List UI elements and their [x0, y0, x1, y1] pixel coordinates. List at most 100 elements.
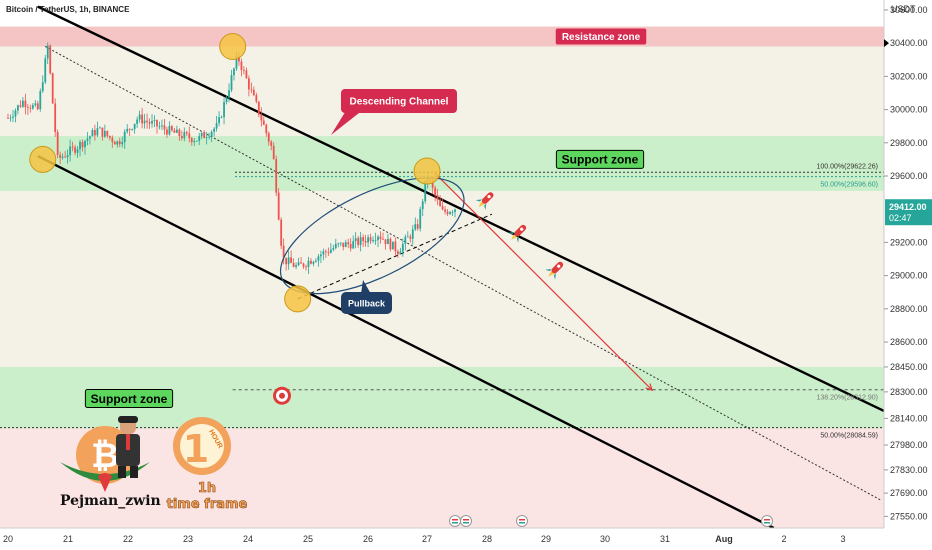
candle-body [220, 117, 223, 118]
candle-body [312, 261, 315, 264]
x-tick-label: 31 [660, 534, 670, 544]
candle-body [252, 89, 255, 96]
candle-body [300, 262, 302, 264]
x-tick-label: 30 [600, 534, 610, 544]
candle-body [51, 73, 54, 104]
candle-body [332, 248, 335, 250]
candle-body [64, 156, 67, 158]
resistance-zone-label: Resistance zone [562, 32, 641, 43]
avatar-tie [126, 434, 130, 450]
touch-marker-3 [413, 157, 441, 185]
event-icon-0[interactable] [449, 515, 461, 527]
candle-body [168, 126, 171, 135]
candle-body [158, 126, 161, 128]
candle-body [44, 58, 47, 83]
x-tick-label: 25 [303, 534, 313, 544]
candle-body [36, 103, 39, 110]
candle-body [41, 82, 44, 92]
pullback-pointer [361, 280, 371, 294]
candle-body [79, 142, 81, 150]
event-icon-2[interactable] [516, 515, 528, 527]
candle-body [131, 129, 134, 130]
candle-body [59, 154, 62, 158]
candle-body [210, 131, 213, 137]
x-tick-label: 26 [363, 534, 373, 544]
candle-body [188, 133, 191, 139]
candle-body [113, 141, 116, 145]
support-zone-lower-label-box [84, 388, 174, 408]
candle-body [143, 120, 146, 124]
rocket-body [481, 192, 494, 204]
candle-body [347, 242, 350, 245]
candle-body [180, 136, 183, 139]
descending-channel-pointer [331, 109, 359, 135]
channel-lower-line [37, 155, 775, 530]
candle-body [310, 260, 312, 264]
candle-body [205, 137, 208, 139]
candle-body [101, 127, 104, 137]
last-price-label: 29412.00 [889, 202, 927, 212]
x-tick-label: 21 [63, 534, 73, 544]
candle-body [22, 100, 24, 107]
candle-body [34, 103, 37, 106]
candle-body [98, 127, 101, 129]
candle-body [108, 135, 111, 138]
candle-body [136, 119, 139, 124]
candle-body [89, 136, 91, 139]
y-tick-label: 29800.00 [890, 138, 928, 148]
candle-body [178, 129, 181, 137]
candle-body [454, 209, 456, 213]
candle-body [439, 199, 441, 207]
candle-body [307, 260, 310, 267]
candle-body [54, 103, 57, 133]
candle-body [198, 136, 201, 141]
x-tick-label: 3 [840, 534, 845, 544]
currency-label: USDT [891, 4, 916, 14]
candle-body [404, 236, 407, 244]
candle-body [292, 262, 295, 267]
descending-channel-label: Descending Channel [350, 97, 449, 108]
candle-body [436, 195, 439, 200]
candle-body [86, 138, 89, 141]
candle-body [138, 114, 141, 120]
y-tick-label: 28450.00 [890, 362, 928, 372]
candle-body [153, 119, 156, 121]
event-icon-stripe [463, 519, 469, 521]
event-icon-3[interactable] [761, 515, 773, 527]
candle-body [235, 56, 238, 69]
candle-body [49, 45, 52, 74]
candle-body [272, 145, 275, 160]
candle-body [233, 68, 235, 76]
x-tick-label: 23 [183, 534, 193, 544]
candle-body [262, 120, 265, 125]
candle-body [218, 117, 220, 124]
candle-body [419, 209, 422, 229]
candle-body [118, 141, 121, 145]
candle-body [411, 229, 414, 239]
candle-body [141, 114, 143, 124]
candle-body [349, 244, 352, 249]
candle-body [285, 257, 288, 265]
candle-body [446, 211, 449, 215]
y-tick-label: 30200.00 [890, 71, 928, 81]
candle-body [103, 130, 106, 137]
candle-body [362, 237, 365, 242]
candle-body [7, 117, 9, 119]
candle-body [193, 141, 196, 143]
y-axis-background [884, 0, 932, 550]
candle-body [39, 91, 42, 110]
candle-body [270, 141, 273, 146]
candle-body [96, 128, 99, 136]
y-tick-label: 29200.00 [890, 237, 928, 247]
candle-body [389, 238, 392, 250]
x-tick-label: 2 [781, 534, 786, 544]
y-tick-label: 29600.00 [890, 171, 928, 181]
candle-body [200, 132, 203, 137]
candle-body [128, 128, 131, 130]
candle-body [260, 114, 263, 121]
candle-body [173, 130, 176, 133]
candle-body [215, 123, 218, 129]
event-icon-1[interactable] [460, 515, 472, 527]
rocket-marker-1 [508, 224, 527, 243]
